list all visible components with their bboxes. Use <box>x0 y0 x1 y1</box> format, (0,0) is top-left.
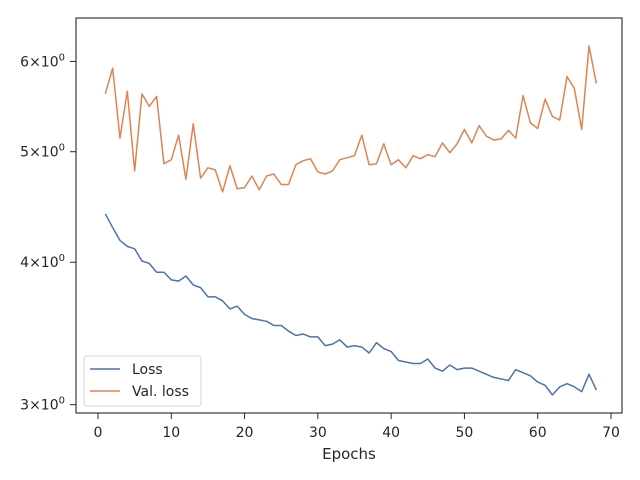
x-tick-label: 20 <box>236 425 254 441</box>
x-tick-label: 40 <box>382 425 400 441</box>
x-axis-label: Epochs <box>322 445 376 463</box>
legend-label: Val. loss <box>132 384 189 400</box>
x-tick-label: 50 <box>456 425 474 441</box>
x-tick-label: 60 <box>529 425 547 441</box>
series-line-val-loss <box>104 45 598 193</box>
legend-label: Loss <box>132 362 163 378</box>
x-tick-label: 30 <box>309 425 327 441</box>
y-tick-label: 4×100 <box>20 253 65 271</box>
y-axis: 3×100 4×100 5×100 6×100 <box>20 52 76 414</box>
series-line-loss <box>104 213 598 396</box>
series-layer <box>104 45 598 396</box>
x-axis: 0 10 20 30 40 50 60 70 <box>94 413 620 441</box>
y-tick-label: 5×100 <box>20 143 65 161</box>
y-tick-label: 3×100 <box>20 396 65 414</box>
x-tick-label: 0 <box>94 425 103 441</box>
plot-area <box>75 17 623 414</box>
legend: Loss Val. loss <box>83 355 202 407</box>
y-tick-label: 6×100 <box>20 52 65 70</box>
x-tick-label: 10 <box>162 425 180 441</box>
x-tick-label: 70 <box>602 425 620 441</box>
plot-border <box>75 17 623 414</box>
